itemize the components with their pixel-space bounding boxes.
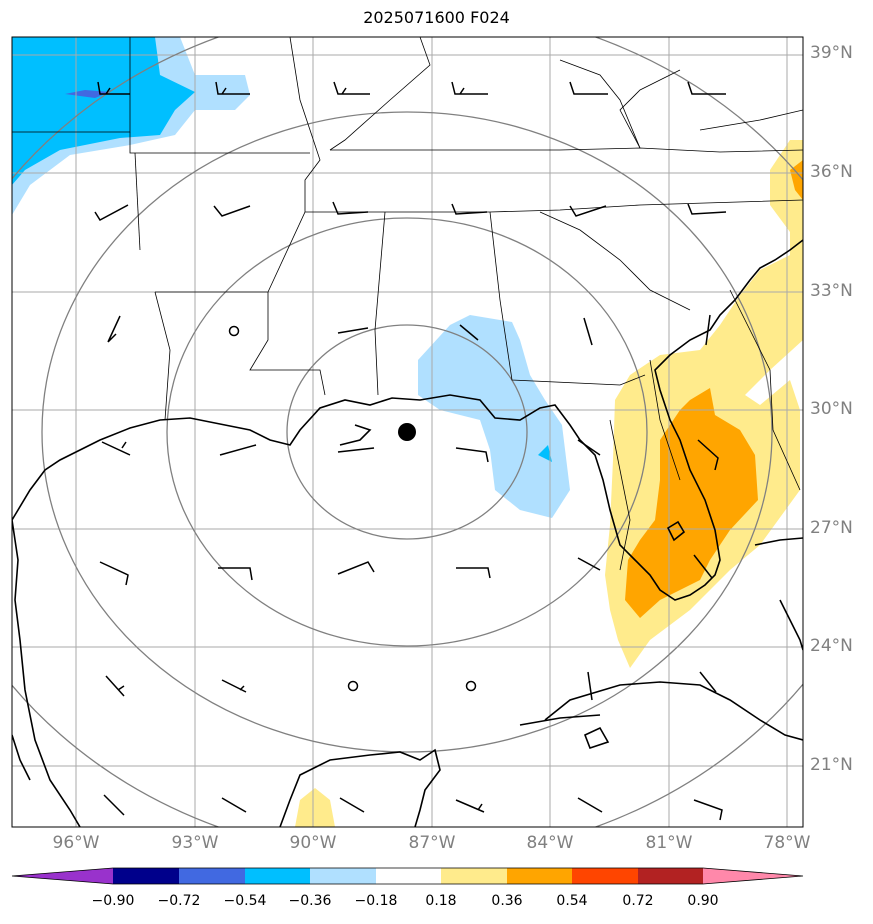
lon-label-81w: 81°W <box>645 833 693 853</box>
lon-label-93w: 93°W <box>171 833 219 853</box>
colorbar-tick-label: 0.36 <box>491 893 523 909</box>
lon-label-96w: 96°W <box>52 833 100 853</box>
colorbar-bin <box>507 868 572 884</box>
colorbar-tick-label: −0.72 <box>157 893 201 909</box>
map-plot-area <box>12 37 803 827</box>
colorbar-tick-label: 0.72 <box>622 893 654 909</box>
colorbar-bin <box>179 868 245 884</box>
colorbar-bin <box>376 868 441 884</box>
lat-label-27n: 27°N <box>810 518 853 538</box>
storm-center-marker <box>398 423 416 441</box>
lat-label-21n: 21°N <box>810 755 853 775</box>
lat-label-24n: 24°N <box>810 636 853 656</box>
map-frame <box>11 36 804 828</box>
colorbar-tick-label: 0.90 <box>687 893 719 909</box>
colorbar-bin <box>572 868 638 884</box>
colorbar-tick-label: −0.18 <box>354 893 398 909</box>
lon-label-78w: 78°W <box>763 833 811 853</box>
colorbar-tick-label: −0.90 <box>91 893 135 909</box>
colorbar-bin <box>113 868 179 884</box>
colorbar-bin <box>441 868 507 884</box>
colorbar-tick-label: −0.54 <box>223 893 267 909</box>
graticule <box>12 37 803 827</box>
positive-anomaly-shading <box>295 140 803 827</box>
colorbar-tick-label: 0.54 <box>556 893 588 909</box>
colorbar <box>11 867 804 885</box>
colorbar-bin <box>310 868 376 884</box>
colorbar-tick-label: 0.18 <box>425 893 457 909</box>
negative-anomaly-shading <box>12 37 570 518</box>
lat-label-36n: 36°N <box>810 162 853 182</box>
colorbar-bin <box>638 868 703 884</box>
colorbar-tick-label: −0.36 <box>288 893 332 909</box>
lon-label-87w: 87°W <box>408 833 456 853</box>
lat-label-33n: 33°N <box>810 281 853 301</box>
lat-label-39n: 39°N <box>810 43 853 63</box>
state-borders <box>12 37 803 571</box>
colorbar-extend-high <box>703 868 803 884</box>
colorbar-bin <box>245 868 310 884</box>
lat-label-30n: 30°N <box>810 399 853 419</box>
wind-barbs <box>94 81 727 821</box>
colorbar-extend-low <box>12 868 113 884</box>
range-rings <box>12 37 803 827</box>
coastline <box>12 239 803 827</box>
map-title: 2025071600 F024 <box>363 8 510 27</box>
lon-label-84w: 84°W <box>526 833 574 853</box>
lon-label-90w: 90°W <box>289 833 337 853</box>
